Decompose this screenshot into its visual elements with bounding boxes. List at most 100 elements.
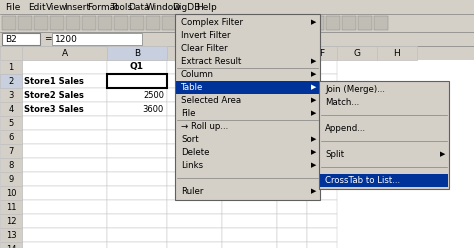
Bar [178, 16, 192, 30]
Text: Window: Window [146, 2, 182, 11]
Text: 13: 13 [6, 230, 16, 240]
Text: Table: Table [181, 83, 203, 92]
Bar [222, 228, 277, 242]
Bar [34, 16, 48, 30]
Bar [307, 242, 337, 248]
Text: 3800: 3800 [253, 104, 274, 114]
Text: ▶: ▶ [311, 188, 316, 194]
Text: ▶: ▶ [311, 20, 316, 26]
Bar [107, 200, 167, 214]
Bar [167, 46, 222, 60]
Bar [0, 46, 22, 60]
Bar [0, 144, 22, 158]
Text: 5: 5 [9, 119, 14, 127]
Bar [307, 130, 337, 144]
Text: Delete: Delete [181, 148, 210, 157]
Bar [222, 74, 277, 88]
Bar [374, 16, 388, 30]
Bar [0, 172, 22, 186]
Bar [107, 46, 167, 60]
Text: 9: 9 [9, 175, 14, 184]
Text: 2500: 2500 [143, 91, 164, 99]
Bar [0, 200, 22, 214]
Bar [307, 172, 337, 186]
Bar [277, 130, 307, 144]
Bar [320, 174, 448, 187]
Bar [22, 242, 107, 248]
Bar [130, 16, 144, 30]
Bar [22, 186, 107, 200]
Bar [222, 186, 277, 200]
Text: 10: 10 [6, 188, 16, 197]
Bar [290, 16, 304, 30]
Bar [22, 200, 107, 214]
Text: View: View [46, 2, 67, 11]
Text: 7: 7 [9, 147, 14, 155]
Text: 1400: 1400 [253, 76, 274, 86]
Text: 14: 14 [6, 245, 16, 248]
Bar [0, 186, 22, 200]
Text: 2600: 2600 [198, 91, 219, 99]
Bar [107, 228, 167, 242]
Text: → Roll up...: → Roll up... [181, 122, 228, 131]
Text: 8: 8 [9, 160, 14, 169]
Bar [167, 102, 222, 116]
Bar [277, 158, 307, 172]
Bar [358, 16, 372, 30]
Bar [82, 16, 96, 30]
Bar [0, 0, 474, 14]
Text: Split: Split [325, 150, 344, 159]
Bar [274, 16, 288, 30]
Text: ▶: ▶ [311, 162, 316, 168]
Bar [22, 88, 107, 102]
Text: Data: Data [128, 2, 149, 11]
Bar [222, 158, 277, 172]
Bar [377, 46, 417, 60]
Bar [175, 14, 320, 200]
Text: E: E [289, 49, 295, 58]
Bar [22, 158, 107, 172]
Text: 2700: 2700 [253, 91, 274, 99]
Bar [307, 88, 337, 102]
Bar [22, 60, 107, 74]
Bar [277, 186, 307, 200]
Bar [242, 16, 256, 30]
Bar [307, 228, 337, 242]
Bar [0, 116, 22, 130]
Text: Extract Result: Extract Result [181, 57, 241, 66]
Bar [107, 116, 167, 130]
Bar [107, 130, 167, 144]
Bar [107, 172, 167, 186]
Bar [114, 16, 128, 30]
Bar [22, 102, 107, 116]
Text: F: F [319, 49, 325, 58]
Bar [176, 81, 319, 94]
Text: Edit: Edit [28, 2, 46, 11]
Bar [107, 88, 167, 102]
Bar [107, 214, 167, 228]
Bar [0, 74, 22, 88]
Text: 4: 4 [9, 104, 14, 114]
Bar [0, 158, 22, 172]
Bar [0, 88, 22, 102]
Text: B: B [134, 49, 140, 58]
Bar [258, 16, 272, 30]
Text: Links: Links [181, 161, 203, 170]
Text: Append...: Append... [325, 124, 366, 133]
Bar [226, 16, 240, 30]
Text: Q2: Q2 [188, 62, 201, 71]
Bar [107, 242, 167, 248]
Bar [167, 116, 222, 130]
Bar [0, 46, 474, 60]
Bar [107, 102, 167, 116]
Bar [22, 46, 107, 60]
Text: 1300: 1300 [198, 76, 219, 86]
Text: =: = [44, 34, 52, 43]
Text: Join (Merge)...: Join (Merge)... [325, 85, 385, 94]
Text: Store3 Sales: Store3 Sales [24, 104, 84, 114]
Text: 11: 11 [6, 203, 16, 212]
Bar [277, 102, 307, 116]
Text: 1200: 1200 [55, 34, 78, 43]
Bar [167, 242, 222, 248]
Bar [307, 102, 337, 116]
